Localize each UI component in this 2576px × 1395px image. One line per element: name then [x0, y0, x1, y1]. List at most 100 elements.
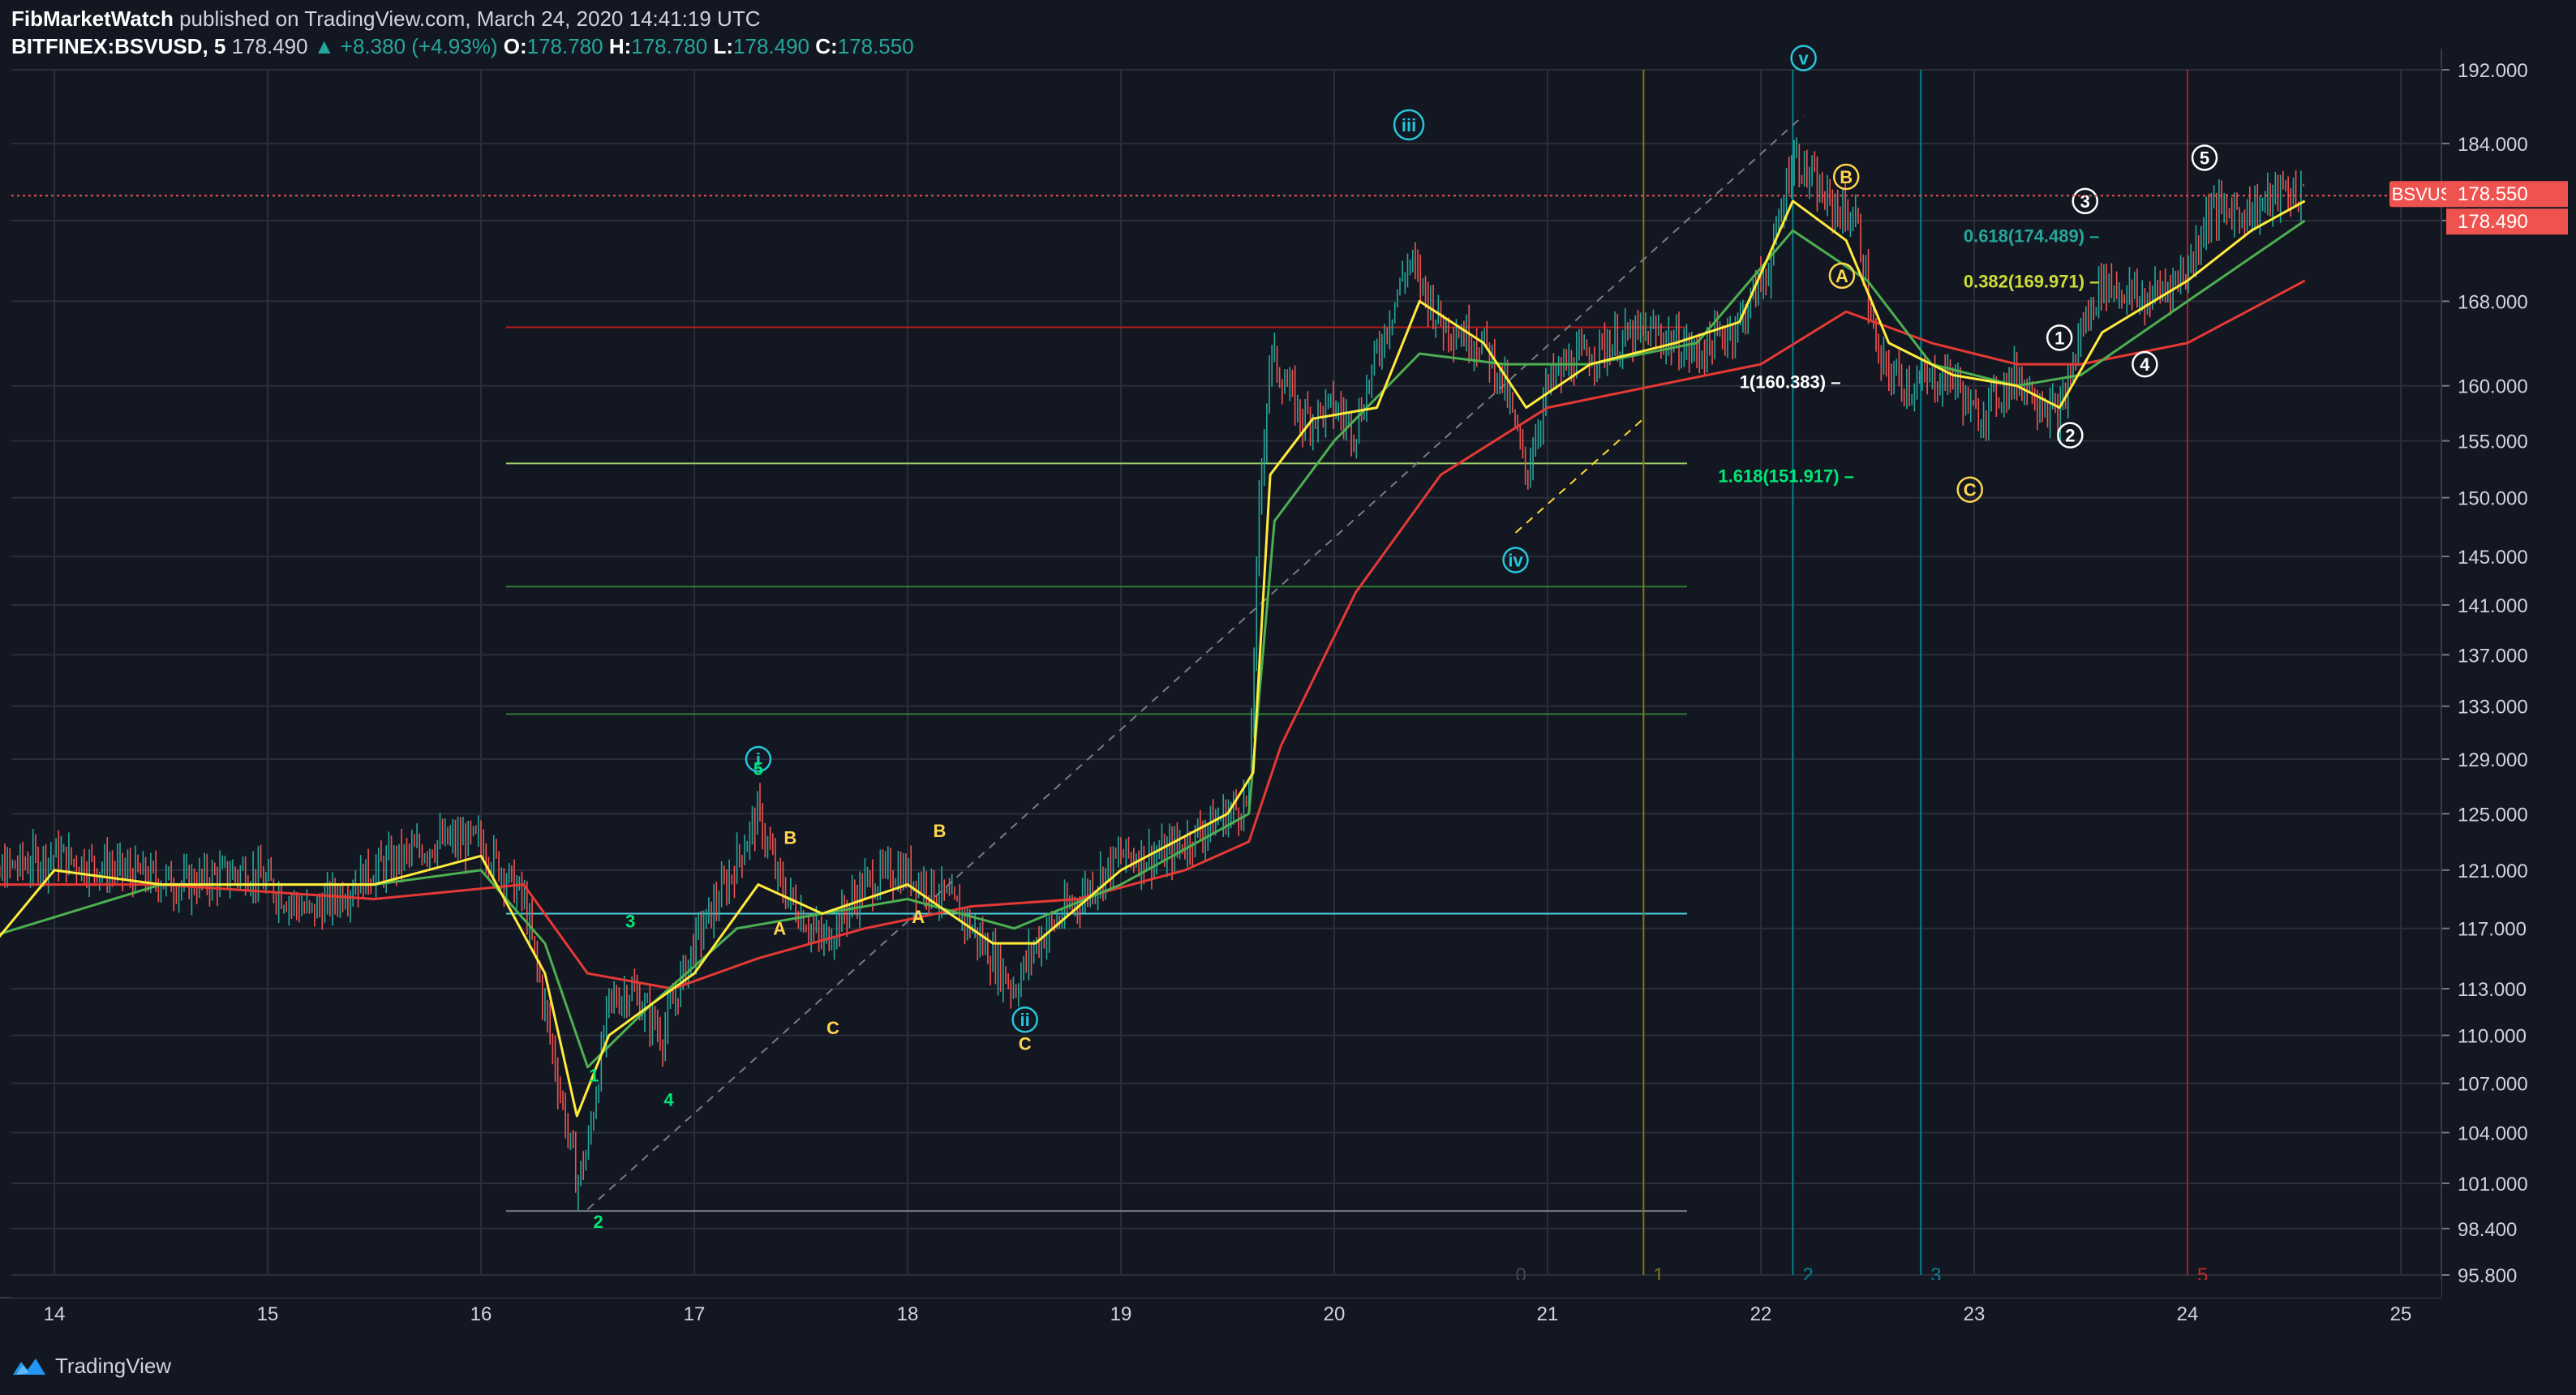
chart-header: FibMarketWatch published on TradingView.…	[11, 5, 1309, 60]
trend-line	[1514, 418, 1645, 534]
wave-label: 4	[2140, 354, 2150, 375]
wave-circle	[2057, 422, 2084, 449]
wave-label: 2	[2065, 426, 2075, 446]
vertical-cycle-lines: 1 2 3 50	[1516, 70, 2208, 1286]
wave-label: C	[1964, 480, 1977, 500]
x-tick-label: 14	[44, 1303, 66, 1325]
trend-lines	[586, 114, 1805, 1210]
horizontal-levels	[506, 326, 1687, 1213]
y-tick-label: 141.000	[2458, 595, 2528, 617]
ohlc-line: BITFINEX:BSVUSD, 5 178.490 ▲ +8.380 (+4.…	[11, 32, 1309, 60]
wave-circle	[1790, 45, 1817, 71]
tradingview-logo-icon	[13, 1359, 45, 1375]
fib-label: 1.618(151.917) –	[1718, 466, 1854, 486]
wave-label: 5	[753, 759, 763, 779]
open-label: O:	[503, 34, 527, 58]
wave-circle	[1011, 1006, 1038, 1033]
x-tick-label: 16	[470, 1303, 492, 1325]
brand-name: TradingView	[55, 1353, 172, 1378]
x-tick-label: 25	[2390, 1303, 2412, 1325]
y-tick-label: 110.000	[2458, 1026, 2527, 1048]
ema-mid-line	[0, 219, 2306, 1069]
fib-label: 0.618(174.489) –	[1964, 225, 2100, 246]
ema-fast-line	[0, 200, 2306, 1118]
publisher-name[interactable]: FibMarketWatch	[11, 6, 174, 31]
x-tick-label: 15	[257, 1303, 279, 1325]
wave-label: 1	[589, 1066, 599, 1086]
y-tick-label: 168.000	[2458, 291, 2528, 313]
wave-label: v	[1798, 49, 1809, 69]
close-label: C:	[815, 34, 838, 58]
wave-circle	[1956, 476, 1983, 503]
y-tick-label: 121.000	[2458, 861, 2528, 882]
fib-label: 0.382(169.971) –	[1964, 271, 2100, 291]
low-label: L:	[713, 34, 734, 58]
low-value: 178.490	[733, 34, 810, 58]
wave-circle	[2072, 187, 2099, 215]
wave-circle	[1828, 262, 1856, 290]
wave-label: 5	[2200, 148, 2209, 168]
price-change: ▲ +8.380 (+4.93%)	[313, 34, 498, 58]
wave-circle	[2046, 324, 2073, 351]
chart-grid	[11, 69, 2441, 1276]
y-tick-label: 155.000	[2458, 431, 2528, 453]
wave-label: B	[934, 821, 947, 841]
moving-averages	[0, 200, 2306, 1118]
y-tick-label: 184.000	[2458, 134, 2528, 156]
wave-label: B	[1840, 167, 1853, 187]
wave-label: 1	[2054, 328, 2064, 348]
wave-label: ii	[1020, 1010, 1030, 1030]
publish-line: FibMarketWatch published on TradingView.…	[11, 5, 1309, 32]
price-tag-last: 178.490	[2458, 211, 2528, 233]
wave-label: A	[912, 907, 925, 927]
ma-slow-line	[0, 279, 2306, 990]
price-tag-bg	[2446, 208, 2568, 235]
candles-series	[0, 137, 2304, 1211]
high-value: 178.780	[631, 34, 708, 58]
wave-label: B	[784, 828, 796, 848]
wave-label: iii	[1402, 115, 1416, 135]
wave-circle	[2191, 144, 2218, 171]
published-text: published on TradingView.com, March 24, …	[179, 6, 761, 31]
x-tick-label: 18	[897, 1303, 919, 1325]
y-tick-label: 145.000	[2458, 547, 2528, 569]
y-tick-label: 137.000	[2458, 645, 2528, 667]
wave-circle	[2132, 350, 2158, 378]
y-tick-label: 101.000	[2458, 1174, 2528, 1195]
wave-label: iv	[1508, 551, 1523, 571]
trend-line	[586, 114, 1805, 1210]
wave-circle	[1502, 547, 1529, 573]
bottom-mask	[11, 1280, 2441, 1298]
wave-label: 3	[2080, 191, 2090, 212]
y-tick-label: 133.000	[2458, 697, 2528, 719]
last-price: 178.490	[231, 34, 308, 58]
y-tick-label: 192.000	[2458, 60, 2528, 82]
wave-label: 3	[625, 912, 635, 932]
y-tick-label: 98.400	[2458, 1219, 2517, 1241]
wave-label: i	[756, 749, 761, 770]
wave-label: A	[773, 919, 786, 939]
high-label: H:	[608, 34, 632, 58]
x-tick-label: 24	[2177, 1303, 2199, 1325]
wave-label: A	[1835, 266, 1848, 286]
symbol-label[interactable]: BITFINEX:BSVUSD, 5	[11, 34, 226, 58]
x-tick-label: 21	[1537, 1303, 1559, 1325]
fib-label: 1(160.383) –	[1740, 372, 1841, 393]
y-tick-label: 125.000	[2458, 804, 2528, 826]
wave-label: 4	[663, 1090, 674, 1110]
x-tick-label: 23	[1964, 1303, 1986, 1325]
close-value: 178.550	[837, 34, 914, 58]
wave-label: C	[1019, 1033, 1032, 1054]
price-tag-bg	[2446, 181, 2568, 208]
y-tick-label: 129.000	[2458, 749, 2528, 771]
open-value: 178.780	[526, 34, 603, 58]
x-tick-label: 17	[684, 1303, 706, 1325]
y-tick-label: 150.000	[2458, 488, 2528, 510]
wave-annotations: 0.618(174.489) – 0.382(169.971) – 1(160.38…	[589, 45, 2218, 1232]
y-tick-label: 160.000	[2458, 376, 2528, 398]
footer-brand[interactable]: TradingView	[11, 1350, 171, 1382]
wave-label: 2	[594, 1212, 603, 1232]
x-tick-label: 22	[1750, 1303, 1772, 1325]
y-tick-label: 117.000	[2458, 919, 2527, 941]
